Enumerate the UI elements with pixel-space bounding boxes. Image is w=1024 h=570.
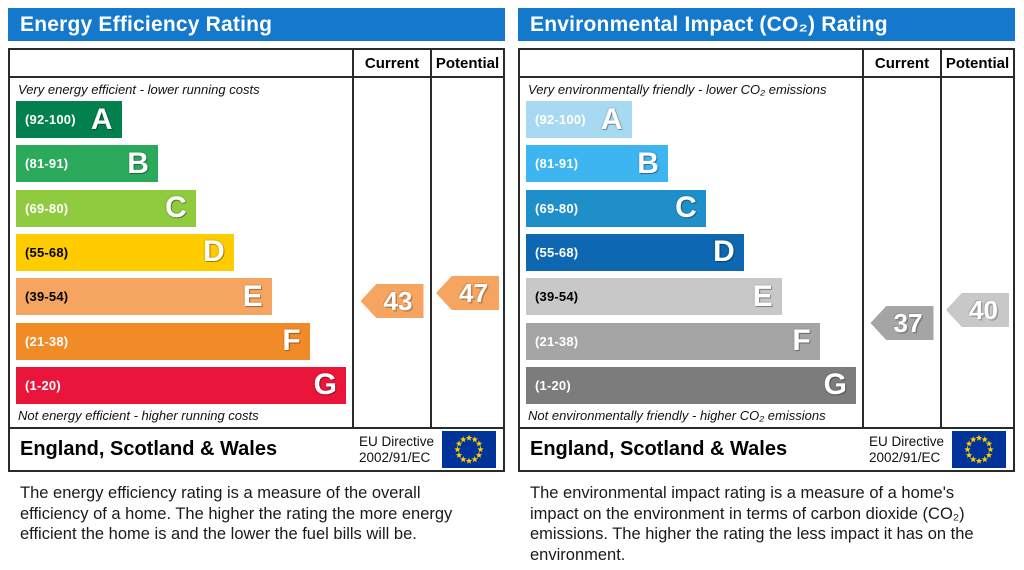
potential-rating-value: 47 [459,278,488,308]
band-letter: A [90,102,113,136]
band-range-label: (92-100) [535,112,586,127]
rating-band: (92-100) A [16,101,122,138]
band-range-label: (39-54) [25,289,69,305]
eu-flag-icon [952,431,1006,468]
eu-directive-line2: 2002/91/EC [868,449,941,465]
top-note: Very environmentally friendly - lower CO… [528,82,827,97]
bottom-note: Not energy efficient - higher running co… [18,408,259,423]
band-chart: Very environmentally friendly - lower CO… [520,78,862,427]
region-label: England, Scotland & Wales [20,438,278,460]
rating-band: (69-80) C [526,189,706,227]
band-range-label: (39-54) [535,289,579,305]
table-body: Very environmentally friendly - lower CO… [520,78,1013,427]
current-column: 37 [862,78,940,427]
band-letter: F [792,324,811,358]
chart-header-spacer [10,50,352,76]
potential-rating-arrow: 40 [946,293,1009,327]
panel-title: Energy Efficiency Rating [20,12,273,36]
rating-band: (92-100) A [526,101,632,138]
eu-directive-line1: EU Directive [358,434,434,449]
rating-band: (81-91) B [526,145,668,183]
rating-band: (55-68) D [16,233,234,271]
table-footer: England, Scotland & Wales EU Directive 2… [520,427,1013,470]
region-label: England, Scotland & Wales [530,438,788,460]
rating-band: (55-68) D [526,233,744,271]
table-footer: England, Scotland & Wales EU Directive 2… [10,427,503,470]
eu-directive-label: EU Directive 2002/91/EC [869,434,944,465]
band-letter: D [203,235,225,269]
eu-flag-icon [442,431,496,468]
eu-directive-line2: 2002/91/EC [358,449,431,465]
band-range-label: (69-80) [25,200,69,216]
band-range-label: (1-20) [25,377,61,393]
current-rating-arrow: 43 [360,284,424,318]
current-rating-value: 37 [893,308,923,338]
band-letter: B [637,146,659,180]
rating-band: (1-20) G [16,366,346,404]
rating-band: (81-91) B [16,145,158,183]
band-range-label: (1-20) [535,377,571,393]
current-column-header: Current [352,50,430,76]
potential-rating-arrow: 47 [436,276,499,310]
band-range-label: (81-91) [25,156,69,172]
potential-rating-value: 40 [969,295,998,325]
band-letter: D [713,235,735,269]
band-letter: E [752,279,773,313]
eu-directive-label: EU Directive 2002/91/EC [359,434,434,465]
current-rating-value: 43 [383,286,413,316]
band-letter: C [675,191,697,225]
rating-table: Current Potential Very environmentally f… [518,48,1015,472]
top-note: Very energy efficient - lower running co… [18,82,260,97]
rating-band: (21-38) F [526,322,820,360]
band-letter: G [313,368,337,402]
band-letter: G [823,368,847,402]
eu-directive-line1: EU Directive [868,434,944,449]
band-range-label: (21-38) [25,333,69,349]
panel-title: Environmental Impact (CO₂) Rating [530,12,888,36]
panel-title-bar: Environmental Impact (CO₂) Rating [518,8,1015,41]
band-range-label: (21-38) [535,333,579,349]
rating-table: Current Potential Very energy efficient … [8,48,505,472]
band-range-label: (92-100) [25,112,76,127]
current-column: 43 [352,78,430,427]
band-letter: A [600,102,623,136]
panel-description: The energy efficiency rating is a measur… [20,484,453,543]
table-header-row: Current Potential [10,50,503,78]
rating-panel-energy-efficiency: Energy Efficiency Rating Current Potenti… [8,8,505,565]
rating-band: (69-80) C [16,189,196,227]
band-range-label: (81-91) [535,156,579,172]
band-range-label: (69-80) [535,200,579,216]
band-letter: F [282,324,301,358]
panel-description: The environmental impact rating is a mea… [530,484,974,564]
chart-header-spacer [520,50,862,76]
band-letter: B [127,146,149,180]
band-range-label: (55-68) [25,244,69,260]
potential-column: 47 [430,78,503,427]
rating-band: (39-54) E [16,278,272,316]
bottom-note: Not environmentally friendly - higher CO… [528,408,826,423]
potential-column: 40 [940,78,1013,427]
band-letter: C [165,191,187,225]
rating-band: (1-20) G [526,366,856,404]
band-chart: Very energy efficient - lower running co… [10,78,352,427]
rating-band: (39-54) E [526,278,782,316]
current-rating-arrow: 37 [870,306,934,340]
rating-panel-environmental-impact: Environmental Impact (CO₂) Rating Curren… [518,8,1015,565]
rating-band: (21-38) F [16,322,310,360]
potential-column-header: Potential [430,50,503,76]
bands-container: (92-100) A (81-91) B (69-80) C (55-68) D… [526,101,856,404]
panel-title-bar: Energy Efficiency Rating [8,8,505,41]
table-header-row: Current Potential [520,50,1013,78]
band-range-label: (55-68) [535,244,579,260]
table-body: Very energy efficient - lower running co… [10,78,503,427]
band-letter: E [242,279,263,313]
bands-container: (92-100) A (81-91) B (69-80) C (55-68) D… [16,101,346,404]
potential-column-header: Potential [940,50,1013,76]
current-column-header: Current [862,50,940,76]
